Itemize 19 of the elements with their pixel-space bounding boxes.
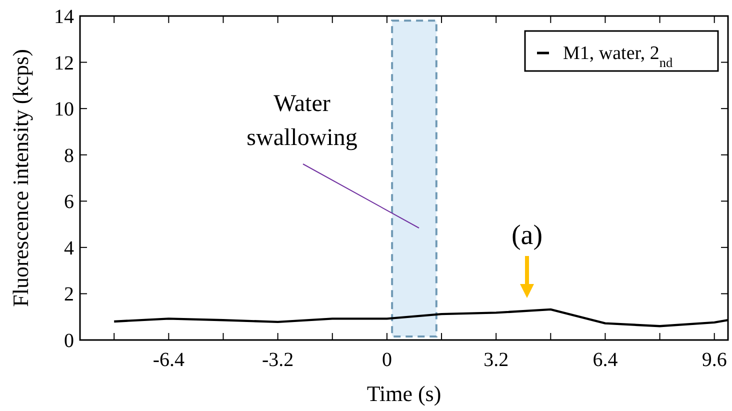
- y-tick-label: 8: [64, 144, 74, 167]
- legend-label: M1, water, 2$_{nd}$: [563, 43, 673, 70]
- x-tick-label: -3.2: [262, 349, 294, 371]
- x-tick-label: 0: [382, 349, 392, 371]
- x-tick-label: 3.2: [484, 349, 509, 371]
- y-tick-label: 10: [54, 98, 74, 121]
- y-tick-label: 2: [64, 284, 74, 306]
- x-tick-label: 6.4: [592, 349, 618, 371]
- y-tick-label: 14: [54, 6, 74, 28]
- y-tick-label: 0: [64, 330, 74, 352]
- y-axis-title: Fluorescence intensity (kcps): [8, 49, 33, 307]
- y-tick-label: 12: [54, 52, 74, 74]
- y-tick-label: 6: [64, 191, 74, 214]
- annotation: (a): [511, 220, 543, 251]
- x-tick-label: -6.4: [152, 349, 185, 371]
- y-tick-label: 4: [64, 237, 74, 260]
- x-tick-label: 9.6: [702, 349, 727, 371]
- x-axis-title: Time (s): [366, 381, 442, 406]
- annotation: Water swallowing: [246, 91, 358, 151]
